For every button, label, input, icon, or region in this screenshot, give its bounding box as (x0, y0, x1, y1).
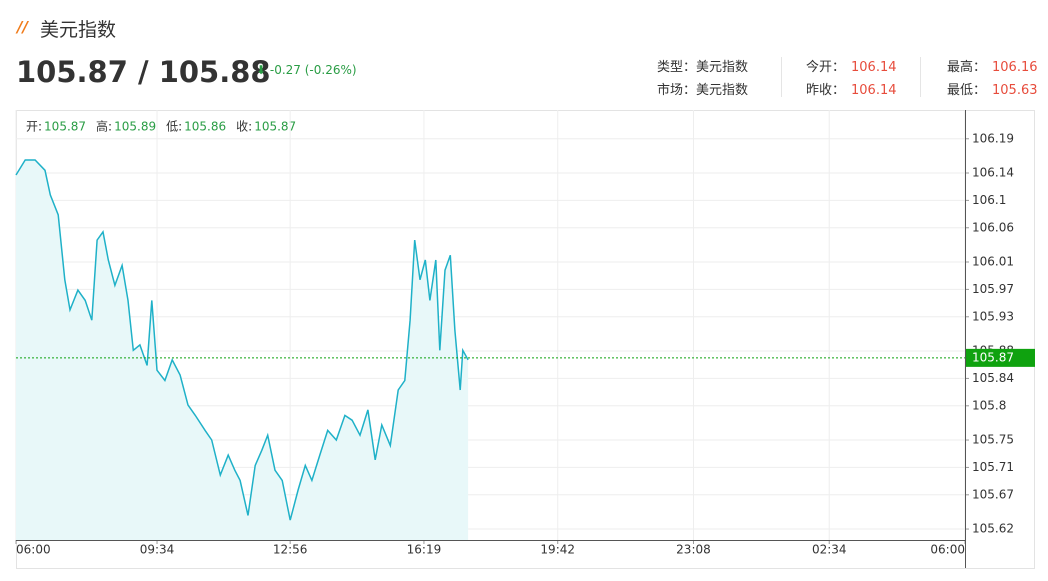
down-arrow: ⬇ (256, 63, 267, 77)
info-item: 最低： 105.63 (947, 79, 1038, 98)
ohlc-value: 105.87 (44, 120, 86, 134)
info-label: 最低： (947, 83, 987, 98)
info-label: 昨收： (806, 83, 846, 98)
info-value: 106.16 (992, 60, 1038, 75)
ohlc-label: 高: (96, 119, 112, 134)
x-tick-label: 06:00 (930, 543, 965, 557)
y-tick-label: 105.67 (972, 487, 1014, 501)
info-value: 美元指数 (696, 60, 749, 75)
y-tick-label: 105.84 (972, 371, 1014, 385)
y-tick-label: 106.06 (972, 220, 1014, 234)
ohlc-value: 105.87 (254, 120, 296, 134)
y-tick-label: 106.01 (972, 255, 1014, 269)
info-value: 美元指数 (696, 83, 749, 98)
ohlc-value: 105.86 (184, 120, 226, 134)
info-label: 市场： (657, 83, 697, 98)
x-tick-label: 09:34 (140, 543, 175, 557)
x-tick-label: 12:56 (273, 543, 308, 557)
separator (781, 57, 782, 97)
last-price-label: 105.87 (972, 350, 1014, 364)
y-tick-label: 105.8 (972, 398, 1006, 412)
info-value: 106.14 (851, 83, 897, 98)
info-value: 105.63 (992, 83, 1038, 98)
info-item: 今开： 106.14 (806, 56, 897, 75)
last-price-tag (966, 348, 1035, 367)
x-tick-label: 16:19 (407, 543, 442, 557)
title-icon: // (17, 18, 28, 36)
x-tick-label: 23:08 (676, 543, 711, 557)
separator (920, 57, 921, 97)
y-tick-label: 105.97 (972, 282, 1014, 296)
info-label: 今开： (806, 60, 846, 75)
info-label: 类型： (657, 60, 697, 75)
area-fill (16, 160, 469, 540)
y-tick-label: 105.71 (972, 460, 1014, 474)
y-tick-label: 105.75 (972, 433, 1014, 447)
x-tick-label: 19:42 (540, 543, 575, 557)
ohlc-label: 收: (236, 120, 252, 134)
x-tick-label: 02:34 (812, 543, 847, 557)
change-value: -0.27 (-0.26%) (269, 63, 357, 77)
price: 105.87 / 105.88 (16, 55, 271, 89)
info-item: 市场：美元指数 (657, 79, 748, 98)
ohlc-label: 开: (26, 120, 42, 134)
ohlc-label: 低: (166, 120, 182, 134)
info-item: 最高： 106.16 (947, 56, 1038, 75)
info-value: 106.14 (851, 60, 897, 75)
info-item: 昨收： 106.14 (806, 79, 897, 98)
title: 美元指数 (40, 19, 117, 41)
y-tick-label: 105.93 (972, 309, 1014, 323)
y-tick-label: 105.62 (972, 522, 1014, 536)
x-tick-label: 06:00 (16, 543, 51, 557)
ohlc-value: 105.89 (114, 120, 156, 134)
info-label: 最高： (947, 60, 987, 75)
change: ⬇ -0.27 (-0.26%) (256, 63, 357, 77)
info-item: 类型：美元指数 (657, 56, 748, 75)
y-tick-label: 106.19 (972, 131, 1014, 145)
y-tick-label: 106.14 (972, 165, 1014, 179)
price-line (15, 159, 469, 521)
y-tick-label: 106.1 (972, 193, 1006, 207)
ohlc-bar: 开: 105.87 高: 105.89 低: 105.86 收: 105.87 (26, 119, 296, 134)
